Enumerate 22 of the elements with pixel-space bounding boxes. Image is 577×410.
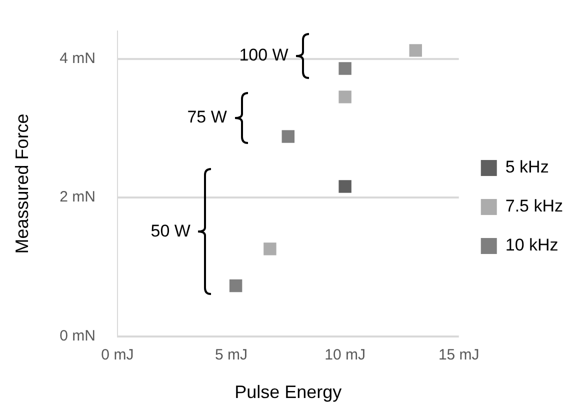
point [338, 90, 352, 104]
annotation: 75 W [187, 107, 227, 126]
y-axis-title: Meassured Force [12, 114, 32, 254]
legend-label: 7.5 kHz [505, 196, 564, 216]
y-tick-label: 4 mN [60, 50, 96, 67]
x-tick-label: 10 mJ [324, 346, 366, 364]
point [229, 279, 242, 292]
point [282, 130, 295, 143]
legend-label: 10 kHz [505, 236, 558, 255]
x-axis-title: Pulse Energy [234, 382, 342, 402]
point [409, 44, 422, 57]
annotation: 100 W [239, 46, 288, 65]
x-tick-label: 5 mJ [214, 346, 248, 364]
x-tick-label: 15 mJ [438, 346, 480, 364]
point [264, 242, 276, 256]
point [338, 180, 352, 193]
annotation: 50 W [150, 221, 190, 240]
y-tick-label: 0 mN [60, 328, 96, 345]
point [338, 62, 352, 75]
y-tick-label: 2 mN [60, 188, 96, 206]
x-tick-label: 0 mJ [101, 346, 134, 364]
legend-label: 5 kHz [505, 158, 549, 177]
